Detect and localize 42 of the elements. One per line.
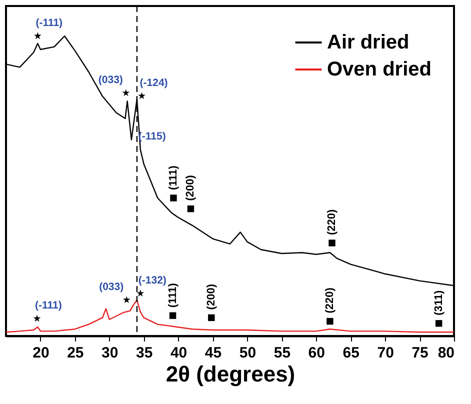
point <box>187 205 194 212</box>
x-tick-label: 80 <box>438 344 454 362</box>
point <box>328 240 336 246</box>
point <box>122 89 130 96</box>
annotation: (-111) <box>36 17 63 29</box>
x-tick-label: 55 <box>274 344 291 362</box>
point <box>170 194 177 202</box>
point <box>122 296 130 304</box>
annotation: (-132) <box>138 274 166 286</box>
x-tick-label: 25 <box>67 344 84 362</box>
legend-label: Air dried <box>327 32 410 54</box>
x-tick-label: 60 <box>308 344 325 362</box>
annotation: (033) <box>99 281 124 293</box>
legend-label: Oven dried <box>327 58 432 80</box>
point <box>326 318 334 325</box>
annotation: (033) <box>98 74 123 86</box>
x-tick-label: 50 <box>239 344 256 362</box>
x-tick-label: 45 <box>204 344 222 362</box>
x-tick-label: 30 <box>102 344 118 362</box>
point <box>33 314 41 322</box>
x-tick-label: 65 <box>342 344 360 362</box>
annotation: (111) <box>166 282 179 308</box>
x-tick-label: 70 <box>377 344 394 362</box>
annotation: (200) <box>205 284 218 310</box>
x-axis-title: 2θ (degrees) <box>166 362 296 386</box>
point <box>169 312 176 319</box>
x-tick-label: 40 <box>170 344 188 362</box>
point <box>136 290 144 297</box>
annotation: (220) <box>326 208 338 235</box>
annotation: (220) <box>324 287 336 314</box>
annotation: (-124) <box>140 77 168 89</box>
x-tick-label: 20 <box>32 344 50 362</box>
x-tick-label: 75 <box>412 344 428 362</box>
x-tick-label: 35 <box>136 344 153 362</box>
point <box>34 32 42 40</box>
point <box>138 92 146 100</box>
point <box>208 314 215 322</box>
annotation: (200) <box>184 174 197 201</box>
annotation: (-111) <box>35 300 62 312</box>
annotation: (311) <box>432 290 445 316</box>
annotation: (111) <box>167 165 180 190</box>
point <box>435 320 442 327</box>
